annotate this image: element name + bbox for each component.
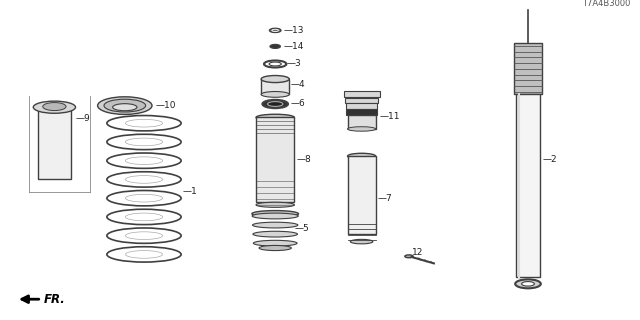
- Ellipse shape: [253, 231, 298, 237]
- Ellipse shape: [261, 76, 289, 83]
- Ellipse shape: [107, 190, 181, 206]
- Ellipse shape: [252, 213, 298, 219]
- Ellipse shape: [259, 245, 291, 251]
- FancyBboxPatch shape: [348, 156, 376, 234]
- Ellipse shape: [253, 222, 298, 228]
- Ellipse shape: [404, 255, 413, 258]
- Text: 12: 12: [412, 248, 423, 257]
- Ellipse shape: [272, 29, 278, 31]
- Text: —1: —1: [183, 188, 198, 196]
- Ellipse shape: [269, 62, 282, 66]
- FancyBboxPatch shape: [344, 91, 380, 97]
- Ellipse shape: [125, 176, 163, 183]
- Text: —8: —8: [296, 156, 311, 164]
- FancyBboxPatch shape: [514, 43, 542, 94]
- Ellipse shape: [125, 194, 163, 202]
- Ellipse shape: [43, 102, 66, 110]
- Text: —2: —2: [543, 156, 557, 164]
- Text: T7A4B3000: T7A4B3000: [582, 0, 630, 8]
- Ellipse shape: [107, 172, 181, 187]
- Ellipse shape: [268, 101, 283, 106]
- Ellipse shape: [261, 92, 289, 97]
- Text: —14: —14: [284, 42, 304, 51]
- FancyBboxPatch shape: [346, 109, 377, 115]
- Ellipse shape: [107, 134, 181, 150]
- Ellipse shape: [107, 228, 181, 243]
- Text: —11: —11: [380, 112, 400, 121]
- Ellipse shape: [125, 138, 163, 146]
- FancyBboxPatch shape: [516, 94, 540, 277]
- Ellipse shape: [264, 60, 287, 68]
- Ellipse shape: [350, 239, 373, 244]
- Ellipse shape: [270, 44, 280, 48]
- Ellipse shape: [107, 209, 181, 225]
- Text: —7: —7: [378, 194, 392, 203]
- FancyBboxPatch shape: [345, 98, 378, 103]
- Text: —3: —3: [287, 60, 301, 68]
- Ellipse shape: [107, 153, 181, 168]
- Ellipse shape: [125, 251, 163, 258]
- FancyBboxPatch shape: [348, 115, 376, 129]
- Text: —4: —4: [291, 80, 305, 89]
- Text: —6: —6: [291, 100, 305, 108]
- Ellipse shape: [253, 240, 297, 246]
- Text: —13: —13: [284, 26, 304, 35]
- Ellipse shape: [113, 104, 137, 111]
- Ellipse shape: [107, 247, 181, 262]
- Ellipse shape: [348, 127, 376, 131]
- Text: FR.: FR.: [44, 293, 65, 306]
- Ellipse shape: [515, 279, 541, 288]
- Ellipse shape: [252, 211, 298, 217]
- Ellipse shape: [256, 114, 294, 121]
- Ellipse shape: [104, 99, 146, 112]
- FancyBboxPatch shape: [346, 103, 377, 109]
- Ellipse shape: [262, 100, 288, 108]
- Text: —9: —9: [76, 114, 90, 123]
- Ellipse shape: [348, 153, 376, 159]
- Ellipse shape: [125, 157, 163, 164]
- Ellipse shape: [98, 97, 152, 115]
- Ellipse shape: [125, 213, 163, 221]
- Ellipse shape: [269, 28, 281, 32]
- Text: —10: —10: [156, 101, 176, 110]
- Ellipse shape: [107, 116, 181, 131]
- Ellipse shape: [125, 232, 163, 239]
- FancyBboxPatch shape: [256, 117, 294, 202]
- FancyBboxPatch shape: [38, 109, 71, 179]
- FancyBboxPatch shape: [261, 79, 289, 94]
- Ellipse shape: [125, 119, 163, 127]
- Ellipse shape: [33, 101, 76, 113]
- Text: —5: —5: [295, 224, 310, 233]
- Ellipse shape: [522, 282, 534, 286]
- Ellipse shape: [256, 202, 294, 207]
